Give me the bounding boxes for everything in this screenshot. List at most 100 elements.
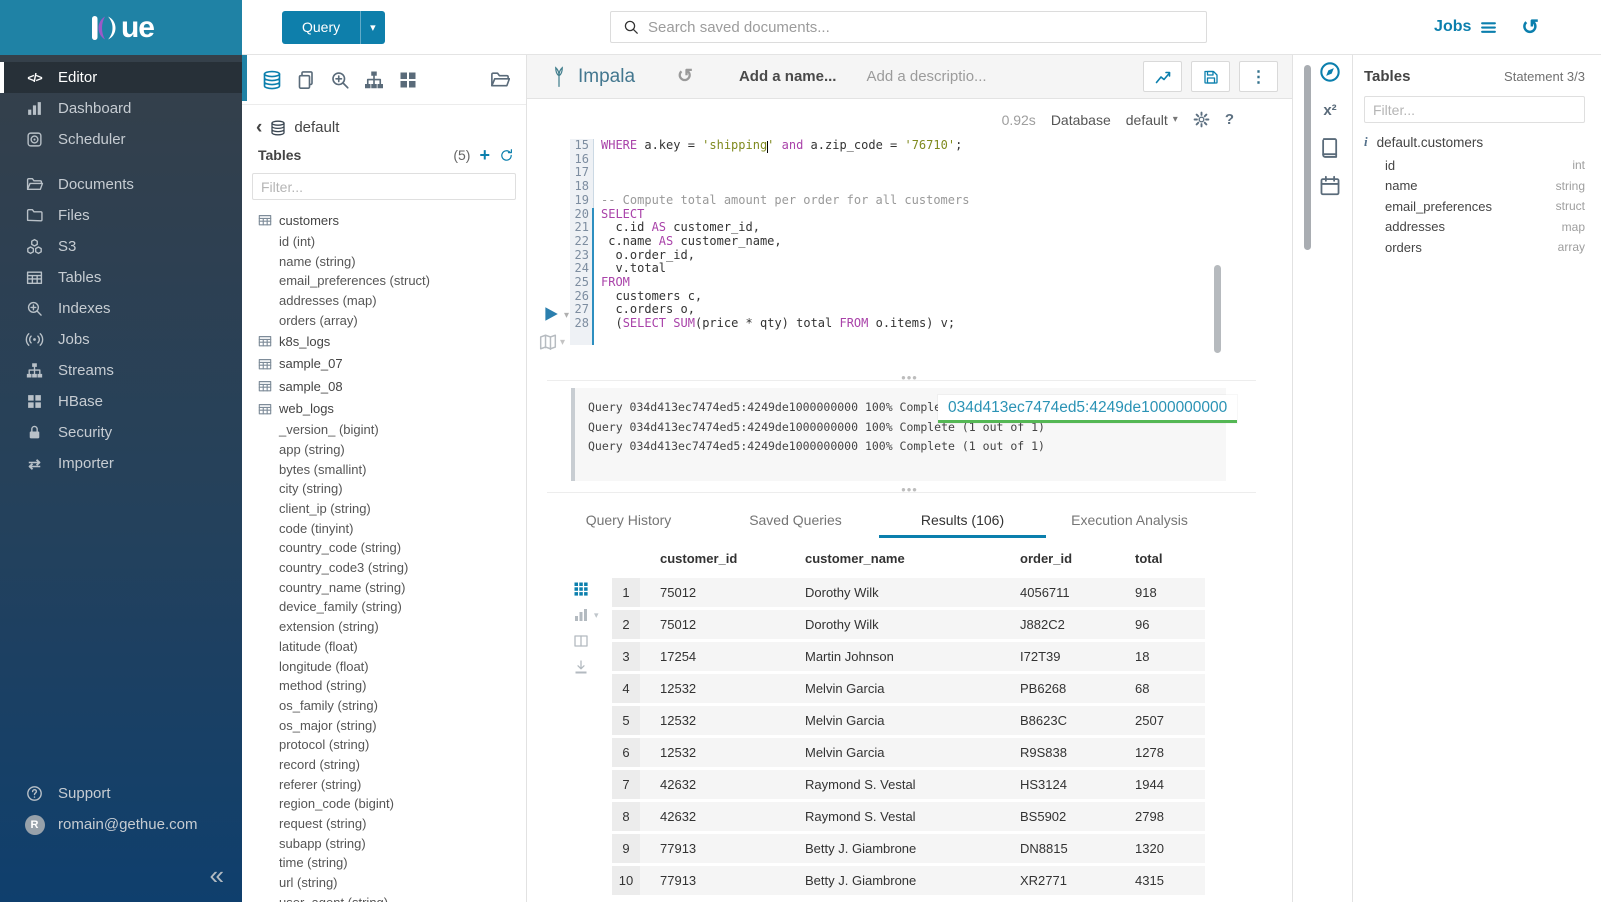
sidebar-item-dashboard[interactable]: Dashboard <box>0 93 242 124</box>
code-line[interactable]: 16 <box>570 153 969 167</box>
results-view-download[interactable] <box>573 654 599 680</box>
tree-column[interactable]: addresses (map) <box>258 291 526 311</box>
tree-table-customers[interactable]: customers <box>258 209 526 232</box>
tree-column[interactable]: _version_ (bigint) <box>258 420 526 440</box>
tree-table-k8s-logs[interactable]: k8s_logs <box>258 330 526 353</box>
code-line[interactable]: 22 c.name AS customer_name, <box>570 235 969 249</box>
new-query-button[interactable]: Query ▾ <box>282 11 385 44</box>
sidebar-item-support[interactable]: Support <box>0 778 242 809</box>
table-row[interactable]: 412532Melvin GarciaPB626868 <box>612 674 1205 703</box>
tree-column[interactable]: longitude (float) <box>258 656 526 676</box>
tree-column[interactable]: country_code (string) <box>258 538 526 558</box>
tab-query-history[interactable]: Query History <box>545 505 712 538</box>
code-line[interactable]: 17 <box>570 166 969 180</box>
refresh-icon[interactable] <box>499 148 514 163</box>
tree-column[interactable]: code (tinyint) <box>258 518 526 538</box>
sidebar-item-files[interactable]: Files <box>0 200 242 231</box>
tree-column[interactable]: id (int) <box>258 232 526 252</box>
table-row[interactable]: 512532Melvin GarciaB8623C2507 <box>612 706 1205 735</box>
sidebar-item-indexes[interactable]: Indexes <box>0 293 242 324</box>
sitemap-icon[interactable] <box>364 70 384 90</box>
resize-handle[interactable]: ••• <box>901 375 918 382</box>
add-table-button[interactable]: + <box>479 146 490 164</box>
sql-code-editor[interactable]: 15WHERE a.key = 'shipping' and a.zip_cod… <box>570 139 969 345</box>
magnifier-plus-icon[interactable] <box>330 70 350 90</box>
copy-icon[interactable] <box>296 70 316 90</box>
query-history-icon[interactable]: ↺ <box>1521 17 1539 38</box>
code-line[interactable]: 21 c.id AS customer_id, <box>570 221 969 235</box>
tables-filter-input[interactable] <box>252 173 516 200</box>
jobs-link[interactable]: Jobs <box>1434 18 1497 36</box>
column-row-addresses[interactable]: addressesmap <box>1364 217 1585 238</box>
table-row[interactable]: 977913Betty J. GiambroneDN88151320 <box>612 834 1205 863</box>
tree-column[interactable]: country_code3 (string) <box>258 558 526 578</box>
code-line[interactable]: 15WHERE a.key = 'shipping' and a.zip_cod… <box>570 139 969 153</box>
code-line[interactable]: 27 c.orders o, <box>570 303 969 317</box>
sidebar-item-tables[interactable]: Tables <box>0 262 242 293</box>
code-line[interactable]: 23 o.order_id, <box>570 249 969 263</box>
compass-icon[interactable] <box>1319 61 1341 83</box>
tree-column[interactable]: protocol (string) <box>258 735 526 755</box>
tree-column[interactable]: method (string) <box>258 676 526 696</box>
tree-column[interactable]: name (string) <box>258 251 526 271</box>
code-line[interactable]: 19-- Compute total amount per order for … <box>570 194 969 208</box>
column-row-orders[interactable]: ordersarray <box>1364 237 1585 258</box>
tree-column[interactable]: referer (string) <box>258 774 526 794</box>
table-row[interactable]: 275012Dorothy WilkJ882C296 <box>612 610 1205 639</box>
more-actions-button[interactable]: ⋮ <box>1239 61 1278 92</box>
code-line[interactable]: 24 v.total <box>570 262 969 276</box>
column-row-name[interactable]: namestring <box>1364 176 1585 197</box>
code-line[interactable]: 25FROM <box>570 276 969 290</box>
book-icon[interactable] <box>1319 137 1341 159</box>
tab-results-106-[interactable]: Results (106) <box>879 505 1046 538</box>
results-header-cell[interactable]: customer_id <box>640 544 785 573</box>
editor-scrollbar[interactable] <box>1214 265 1221 353</box>
table-row[interactable]: 742632Raymond S. VestalHS31241944 <box>612 770 1205 799</box>
table-row[interactable]: 842632Raymond S. VestalBS59022798 <box>612 802 1205 831</box>
query-description-field[interactable]: Add a descriptio... <box>866 68 986 85</box>
editor-history-icon[interactable]: ↺ <box>677 67 693 86</box>
tree-column[interactable]: extension (string) <box>258 617 526 637</box>
tree-column[interactable]: time (string) <box>258 853 526 873</box>
execute-options-caret-icon[interactable]: ▾ <box>564 310 569 321</box>
calendar-icon[interactable] <box>1319 175 1341 197</box>
column-row-email-preferences[interactable]: email_preferencesstruct <box>1364 196 1585 217</box>
query-name-field[interactable]: Add a name... <box>739 68 837 85</box>
tree-column[interactable]: region_code (bigint) <box>258 794 526 814</box>
query-dropdown-caret-icon[interactable]: ▾ <box>360 11 385 44</box>
tree-column[interactable]: orders (array) <box>258 310 526 330</box>
table-row[interactable]: 317254Martin JohnsonI72T3918 <box>612 642 1205 671</box>
code-line[interactable]: 18 <box>570 180 969 194</box>
grid4-icon[interactable] <box>398 70 418 90</box>
tree-column[interactable]: user_agent (string) <box>258 892 526 902</box>
active-table-name[interactable]: default.customers <box>1377 135 1484 150</box>
code-line[interactable]: 28 (SELECT SUM(price * qty) total FROM o… <box>570 317 969 331</box>
minimap-caret-icon[interactable]: ▾ <box>560 337 565 348</box>
right-filter-input[interactable] <box>1364 96 1585 123</box>
document-search[interactable] <box>610 11 1207 43</box>
tree-column[interactable]: app (string) <box>258 440 526 460</box>
collapse-sidebar-button[interactable]: « <box>210 862 224 888</box>
column-row-id[interactable]: idint <box>1364 155 1585 176</box>
results-header-cell[interactable]: customer_name <box>785 544 1000 573</box>
tree-column[interactable]: client_ip (string) <box>258 499 526 519</box>
database-icon[interactable] <box>262 70 282 90</box>
tab-saved-queries[interactable]: Saved Queries <box>712 505 879 538</box>
code-line[interactable]: 20SELECT <box>570 208 969 222</box>
minimap-icon[interactable] <box>539 333 557 351</box>
tree-column[interactable]: bytes (smallint) <box>258 459 526 479</box>
results-view-columns[interactable] <box>573 628 599 654</box>
folder-open-icon[interactable] <box>490 70 510 90</box>
table-row[interactable]: 612532Melvin GarciaR9S8381278 <box>612 738 1205 767</box>
sidebar-item-documents[interactable]: Documents <box>0 169 242 200</box>
sidebar-item-importer[interactable]: ⇄Importer <box>0 448 242 479</box>
breadcrumb-database[interactable]: default <box>294 119 339 136</box>
gear-icon[interactable] <box>1193 111 1210 128</box>
table-row[interactable]: 175012Dorothy Wilk4056711918 <box>612 578 1205 607</box>
sidebar-item-streams[interactable]: Streams <box>0 355 242 386</box>
table-row[interactable]: 1077913Betty J. GiambroneXR27714315 <box>612 866 1205 895</box>
tree-column[interactable]: record (string) <box>258 755 526 775</box>
hue-logo[interactable]: ue <box>0 0 242 55</box>
x2-icon[interactable]: x² <box>1319 99 1341 121</box>
sidebar-item-user[interactable]: R romain@gethue.com <box>0 809 242 840</box>
